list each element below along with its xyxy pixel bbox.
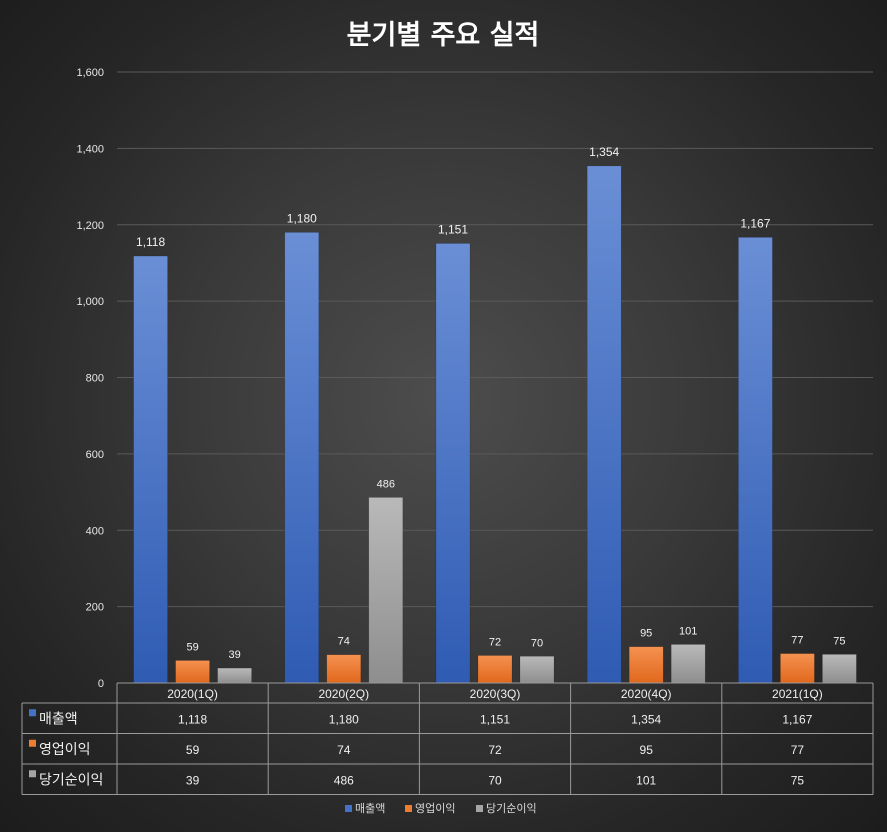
- table-cell: 1,151: [480, 712, 510, 726]
- bars: [133, 165, 857, 684]
- y-tick-label: 1,000: [76, 296, 104, 308]
- series-name: 매출액: [39, 711, 78, 727]
- bar-2-5: [780, 653, 815, 684]
- table-cell: 1,167: [782, 712, 812, 726]
- gridlines: [117, 71, 873, 608]
- series-key-swatch: [29, 770, 36, 778]
- legend-label: 당기순이익: [486, 802, 537, 815]
- data-label: 39: [228, 649, 240, 661]
- table-cell: 1,118: [178, 712, 207, 726]
- category-label: 2021(1Q): [772, 687, 823, 701]
- legend-label: 매출액: [355, 802, 385, 815]
- table-cell: 1,354: [631, 712, 661, 726]
- table-cell: 101: [636, 773, 656, 787]
- category-label: 2020(2Q): [318, 687, 369, 701]
- table-cell: 39: [186, 773, 200, 787]
- bar-1-2: [284, 232, 320, 684]
- data-label: 72: [489, 637, 501, 649]
- legend-swatch: [476, 805, 483, 812]
- category-label: 2020(4Q): [621, 687, 672, 701]
- bar-3-5: [822, 654, 857, 684]
- data-label: 1,354: [589, 145, 619, 159]
- y-tick-label: 1,200: [76, 220, 104, 232]
- data-label: 486: [377, 478, 395, 490]
- data-labels: 1,118 1,180 1,151 1,354 1,167 59 74 72 95 77 39 486…: [136, 145, 845, 661]
- bar-1-5: [738, 237, 773, 684]
- category-label: 2020(3Q): [470, 687, 521, 701]
- y-tick-label: 800: [86, 373, 104, 385]
- data-label: 59: [186, 641, 198, 653]
- bar-1-3: [435, 243, 471, 684]
- legend-label: 영업이익: [415, 802, 455, 815]
- data-label: 70: [531, 637, 543, 649]
- series-key-swatch: [29, 739, 36, 747]
- y-tick-label: 200: [86, 602, 104, 614]
- bar-1-4: [586, 165, 622, 684]
- chart-title: 분기별 주요 실적: [347, 20, 540, 51]
- data-label: 101: [679, 625, 697, 637]
- y-tick-label: 1,600: [76, 67, 104, 79]
- category-label: 2020(1Q): [167, 687, 218, 701]
- bar-2-4: [628, 646, 664, 684]
- bar-2-2: [326, 654, 362, 684]
- table-cell: 95: [640, 743, 654, 757]
- table-cell: 70: [488, 773, 502, 787]
- y-tick-label: 0: [98, 678, 104, 690]
- table-cell: 1,180: [329, 712, 359, 726]
- legend: 매출액 영업이익 당기순이익: [345, 802, 537, 815]
- data-label: 95: [640, 628, 652, 640]
- y-tick-label: 400: [86, 525, 104, 537]
- table-cell: 74: [337, 743, 351, 757]
- data-label: 1,151: [438, 222, 468, 236]
- bar-2-1: [175, 660, 210, 684]
- table-cell: 77: [791, 743, 805, 757]
- bar-1-1: [133, 255, 168, 684]
- series-key-swatch: [29, 709, 36, 717]
- data-label: 75: [833, 635, 845, 647]
- y-axis: 0 200 400 600 800 1,000 1,200 1,400 1,600: [76, 67, 104, 690]
- y-tick-label: 600: [86, 449, 104, 461]
- y-tick-label: 1,400: [76, 143, 104, 155]
- table-cell: 75: [791, 773, 805, 787]
- data-label: 1,167: [740, 216, 770, 230]
- data-label: 1,118: [136, 235, 165, 249]
- series-name: 영업이익: [39, 742, 91, 758]
- bar-3-1: [217, 667, 252, 684]
- data-label: 1,180: [287, 211, 317, 225]
- data-table: 2020(1Q) 2020(2Q) 2020(3Q) 2020(4Q) 2021(1Q)…: [21, 682, 874, 795]
- data-label: 77: [791, 635, 803, 647]
- series-name: 당기순이익: [39, 772, 103, 788]
- bar-2-3: [477, 655, 513, 684]
- legend-swatch: [405, 805, 412, 812]
- bar-3-2: [368, 497, 404, 684]
- bar-3-3: [519, 656, 555, 684]
- data-label: 74: [338, 636, 350, 648]
- table-cell: 59: [186, 743, 200, 757]
- table-cell: 486: [334, 773, 354, 787]
- legend-swatch: [345, 805, 352, 812]
- bar-3-4: [670, 644, 706, 684]
- table-cell: 72: [488, 743, 502, 757]
